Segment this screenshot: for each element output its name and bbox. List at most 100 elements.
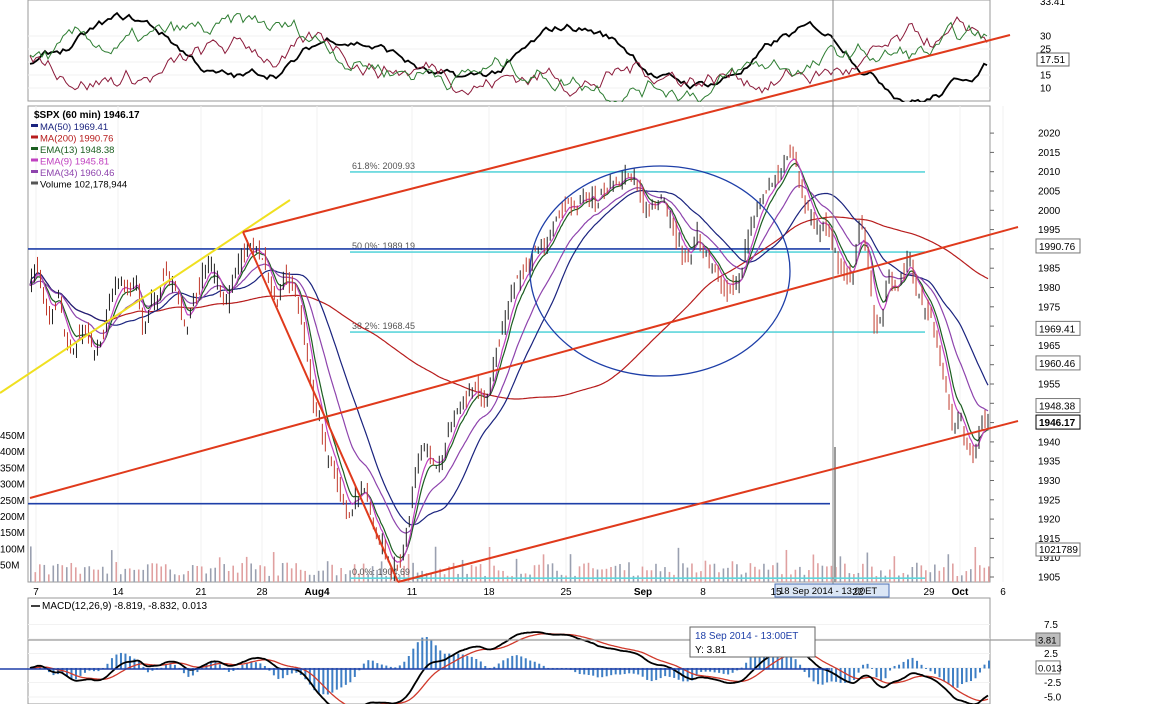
- macd-hist-bar: [214, 661, 217, 669]
- macd-hist-bar: [889, 668, 892, 671]
- volume-bar: [380, 561, 383, 582]
- macd-hist-bar: [830, 668, 833, 682]
- volume-bar: [137, 569, 140, 582]
- price-tag-box: [1035, 320, 1081, 336]
- macd-hist-bar: [290, 668, 293, 674]
- macd-hist-bar: [430, 639, 433, 669]
- macd-hist-bar: [479, 661, 482, 669]
- volume-bar: [70, 562, 73, 582]
- volume-bar: [758, 569, 761, 582]
- volume-bar: [182, 574, 185, 582]
- macd-hist-bar: [596, 668, 599, 678]
- macd-tag-label: 0.013: [1038, 663, 1062, 674]
- indicator-value-tag: [1036, 52, 1070, 67]
- volume-bar: [866, 552, 869, 582]
- macd-hist-bar: [443, 653, 446, 669]
- volume-bar: [722, 568, 725, 582]
- legend-entry: MA(200) 1990.76: [40, 134, 113, 145]
- price-tag-label: 1969.41: [1039, 324, 1076, 335]
- volume-tick-label: 100M: [0, 544, 25, 555]
- macd-hist-bar: [614, 668, 617, 675]
- macd-hist-bar: [956, 668, 959, 688]
- macd-hist-bar: [182, 668, 185, 674]
- macd-hist-bar: [799, 664, 802, 669]
- volume-bar: [263, 566, 266, 582]
- middle-channel-line: [29, 226, 1019, 499]
- price-tick-label: 2015: [1038, 148, 1061, 159]
- macd-hist-bar: [839, 668, 842, 683]
- macd-hist-bar: [601, 668, 604, 678]
- macd-hist-bar: [853, 668, 856, 681]
- macd-hist-bar: [79, 668, 82, 676]
- macd-hist-bar: [605, 668, 608, 677]
- price-panel: 61.8%: 2009.93 50.0%: 1989.19 38.2%: 1968.…: [0, 0, 1081, 704]
- volume-bar: [317, 570, 320, 582]
- macd-hist-bar: [344, 668, 347, 685]
- volume-bar: [979, 565, 981, 582]
- price-tag-label: 1948.38: [1039, 402, 1076, 413]
- volume-bar: [938, 570, 941, 582]
- volume-bar: [191, 565, 194, 582]
- time-tick-label: 11: [407, 587, 418, 598]
- volume-bar: [268, 575, 270, 582]
- macd-hist-bar: [542, 665, 545, 669]
- macd-hist-bar: [781, 654, 784, 669]
- macd-hist-bar: [952, 668, 955, 688]
- macd-hist-bar: [362, 663, 365, 669]
- volume-bar: [344, 574, 347, 582]
- macd-hist-bar: [403, 661, 406, 669]
- volume-bar: [952, 563, 954, 582]
- macd-hist-bar: [794, 659, 797, 669]
- macd-hist-bar: [808, 668, 811, 678]
- macd-hist-bar: [592, 668, 595, 676]
- trendlines: [0, 34, 1019, 583]
- volume-bar: [187, 570, 190, 582]
- volume-bar: [335, 575, 338, 582]
- macd-hist-bar: [434, 645, 437, 669]
- volume-bar: [439, 568, 441, 582]
- ema9-line: [29, 158, 989, 563]
- volume-bar: [362, 563, 365, 582]
- volume-bar: [218, 557, 221, 582]
- volume-bar: [290, 568, 293, 582]
- volume-bar: [223, 564, 225, 582]
- volume-bar: [407, 554, 410, 582]
- crosshair: 18 Sep 2014 - 13:00ET: [774, 0, 890, 704]
- volume-bar: [92, 569, 95, 582]
- volume-bar: [925, 570, 927, 582]
- price-tick-label: 2020: [1038, 129, 1061, 140]
- volume-bar: [695, 572, 698, 582]
- price-tick-label: 1940: [1038, 437, 1061, 448]
- indicator-tick-label: 30: [1040, 32, 1052, 43]
- volume-bar: [578, 566, 581, 582]
- price-tag-label: 1990.76: [1039, 242, 1076, 253]
- volume-bar: [83, 567, 86, 582]
- time-tick-label: Aug4: [305, 587, 330, 598]
- macd-hist-bar: [173, 664, 176, 669]
- macd-hist-bar: [367, 660, 370, 669]
- ma50-line: [29, 189, 989, 526]
- legend-entry: EMA(34) 1960.46: [40, 168, 114, 179]
- macd-hist-bar: [160, 667, 163, 669]
- volume-bar: [236, 572, 239, 582]
- macd-hist-bar: [119, 652, 122, 669]
- macd-hist-bar: [619, 668, 622, 675]
- volume-bar: [133, 569, 136, 582]
- volume-bar: [983, 567, 986, 582]
- volume-bar: [799, 566, 801, 582]
- volume-tick-label: 450M: [0, 431, 25, 442]
- volume-bar: [628, 562, 630, 582]
- volume-bar: [461, 559, 464, 582]
- volume-bar: [299, 569, 302, 582]
- volume-bar: [718, 572, 720, 582]
- macd-hist-bar: [578, 668, 581, 675]
- time-tick-label: 15: [770, 587, 782, 598]
- volume-bar: [47, 574, 50, 582]
- volume-bar: [227, 570, 230, 582]
- volume-bar: [772, 565, 774, 582]
- legend-entry: EMA(9) 1945.81: [40, 157, 109, 168]
- volume-bar: [376, 569, 378, 582]
- volume-bar: [731, 561, 734, 582]
- volume-bar: [349, 570, 351, 582]
